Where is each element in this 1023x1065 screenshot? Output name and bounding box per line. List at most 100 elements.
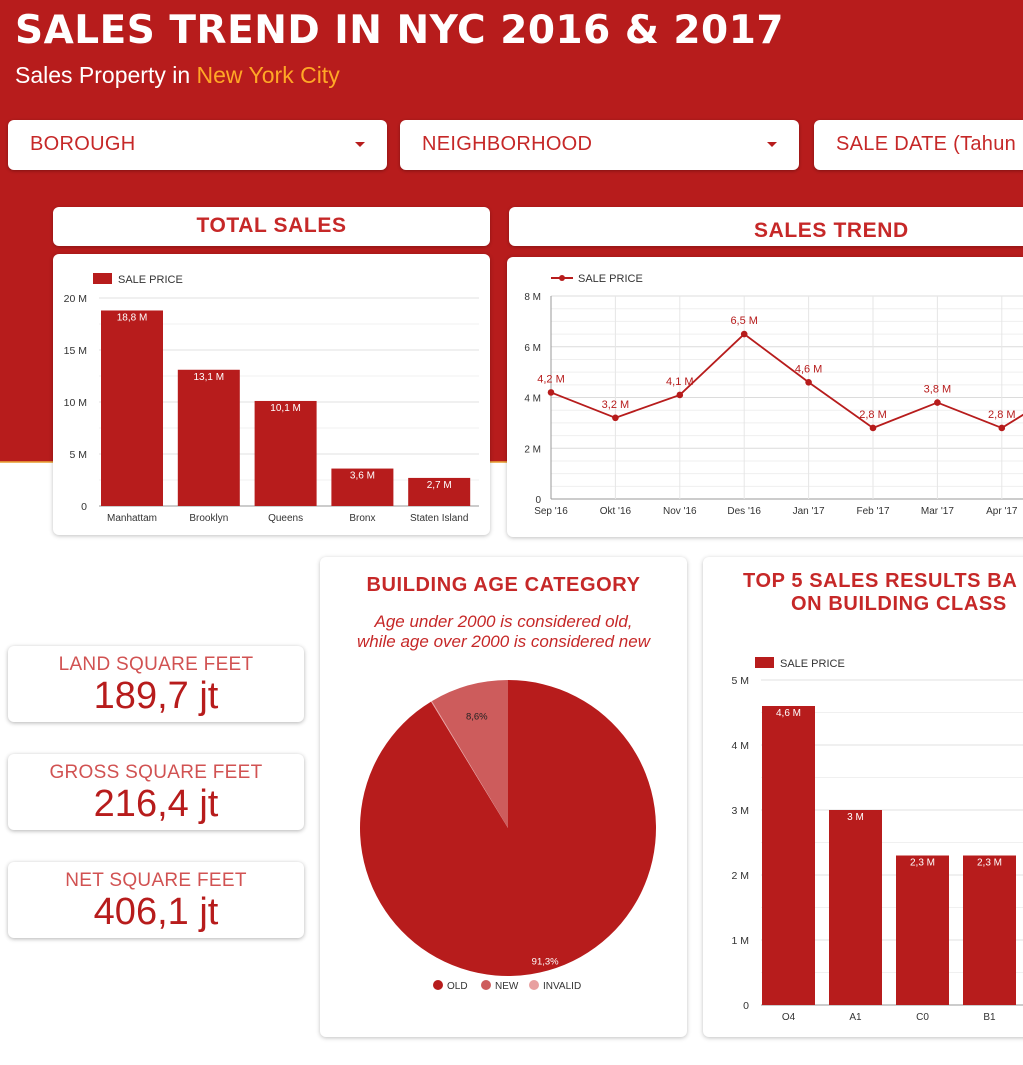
- total-sales-title: TOTAL SALES: [196, 214, 347, 237]
- total-sales-chart: SALE PRICE 0 5 M 10 M 15 M 20 M 18,8 M Manhatta…: [64, 273, 479, 524]
- x-tick-label: Apr '17: [986, 506, 1018, 517]
- kpi-label: GROSS SQUARE FEET: [49, 762, 263, 783]
- bar: [829, 810, 882, 1005]
- bar-value-label: 18,8 M: [117, 312, 148, 323]
- kpi-label: NET SQUARE FEET: [65, 870, 247, 891]
- borough-filter[interactable]: BOROUGH: [8, 120, 387, 170]
- bar: [331, 468, 394, 506]
- pie-slice-new: [431, 680, 508, 828]
- bar: [177, 369, 240, 506]
- kpi-label: LAND SQUARE FEET: [58, 654, 254, 675]
- legend-swatch: [755, 657, 774, 668]
- page-title: SALES TREND IN NYC 2016 & 2017: [15, 8, 784, 53]
- bar: [762, 706, 815, 1005]
- y-tick-label: 20 M: [64, 293, 87, 305]
- data-point: [869, 424, 877, 432]
- kpi-land-square-feet: LAND SQUARE FEET 189,7 jt: [8, 646, 304, 722]
- building-age-note-line1: Age under 2000 is considered old,: [374, 612, 633, 631]
- kpi-gross-square-feet: GROSS SQUARE FEET 216,4 jt: [8, 754, 304, 830]
- building-age-pie-chart: 91,3% 8,6% OLD NEW INVALID: [360, 680, 656, 992]
- chevron-down-icon[interactable]: [767, 142, 777, 147]
- legend-label: SALE PRICE: [118, 274, 183, 286]
- series-line-continuation: [1001, 413, 1023, 429]
- legend-label: INVALID: [543, 981, 581, 992]
- top5-title-line1: TOP 5 SALES RESULTS BA: [743, 570, 1018, 592]
- filter-label: BOROUGH: [30, 133, 136, 155]
- y-tick-label: 0: [743, 1000, 749, 1012]
- building-age-note-line2: while age over 2000 is considered new: [357, 632, 650, 651]
- data-label: 3,2 M: [602, 399, 630, 411]
- y-tick-label: 4 M: [524, 394, 541, 405]
- total-sales-panel: SALE PRICE 0 5 M 10 M 15 M 20 M 18,8 M Manhatta…: [53, 254, 490, 535]
- x-tick-label: O4: [782, 1012, 796, 1023]
- y-tick-label: 2 M: [524, 444, 541, 455]
- top5-panel: TOP 5 SALES RESULTS BA ON BUILDING CLASS…: [703, 557, 1023, 1037]
- y-tick-label: 0: [81, 501, 87, 513]
- data-point: [676, 391, 684, 399]
- top5-title-line2: ON BUILDING CLASS: [791, 593, 1007, 615]
- x-tick-label: Sep '16: [534, 506, 568, 517]
- x-tick-label: Feb '17: [856, 506, 889, 517]
- bar: [101, 310, 163, 506]
- sales-trend-panel: SALE PRICE 0 2 M 4 M 6 M 8 M Sep '16 Okt '16 Nov…: [507, 257, 1023, 537]
- y-tick-label: 5 M: [731, 675, 749, 687]
- building-age-title: BUILDING AGE CATEGORY: [366, 574, 641, 596]
- x-tick-label: Nov '16: [663, 506, 697, 517]
- kpi-net-square-feet: NET SQUARE FEET 406,1 jt: [8, 862, 304, 938]
- bar-value-label: 4,6 M: [776, 708, 801, 719]
- subtitle-prefix: Sales Property in: [15, 62, 197, 88]
- filter-label: SALE DATE (Tahun: [836, 133, 1017, 155]
- kpi-value: 189,7 jt: [93, 675, 219, 717]
- legend-swatch: [433, 980, 443, 990]
- filter-label: NEIGHBORHOOD: [422, 133, 593, 155]
- y-tick-label: 1 M: [731, 935, 749, 947]
- y-tick-label: 2 M: [731, 870, 749, 882]
- x-tick-label: Brooklyn: [189, 513, 228, 524]
- series-line: [550, 332, 1003, 429]
- y-tick-label: 4 M: [731, 740, 749, 752]
- data-label: 6,5 M: [730, 315, 758, 327]
- neighborhood-filter[interactable]: NEIGHBORHOOD: [400, 120, 799, 170]
- bar: [408, 477, 471, 506]
- sales-trend-title: SALES TREND: [754, 219, 909, 242]
- bar-value-label: 3,6 M: [350, 471, 375, 482]
- legend-swatch: [93, 273, 112, 284]
- sales-trend-header: SALES TREND: [509, 207, 1023, 246]
- x-tick-label: Mar '17: [921, 506, 954, 517]
- pie-slice-label: 91,3%: [532, 957, 559, 968]
- data-label: 3,8 M: [924, 384, 952, 396]
- legend-label: SALE PRICE: [578, 273, 643, 285]
- legend-label: SALE PRICE: [780, 658, 845, 670]
- bar: [254, 400, 317, 506]
- pie-slice-label: 8,6%: [466, 711, 488, 722]
- subtitle-highlight: New York City: [196, 62, 340, 88]
- legend-label: NEW: [495, 981, 519, 992]
- legend-marker: [559, 275, 565, 281]
- x-tick-label: Des '16: [727, 506, 761, 517]
- x-tick-label: Staten Island: [410, 513, 468, 524]
- x-tick-label: Manhattam: [107, 513, 157, 524]
- data-label: 4,2 M: [537, 373, 565, 385]
- sale-date-filter[interactable]: SALE DATE (Tahun: [814, 120, 1023, 170]
- bar-value-label: 3 M: [847, 812, 864, 823]
- y-tick-label: 5 M: [69, 449, 87, 461]
- bar-value-label: 2,3 M: [910, 858, 935, 869]
- x-tick-label: C0: [916, 1012, 929, 1023]
- bar: [963, 855, 1016, 1005]
- y-tick-label: 8 M: [524, 292, 541, 303]
- page-subtitle: Sales Property in New York City: [15, 62, 340, 89]
- legend-swatch: [481, 980, 491, 990]
- bar: [896, 855, 949, 1005]
- pie-slice-invalid: [431, 701, 508, 828]
- x-tick-label: A1: [849, 1012, 862, 1023]
- kpi-value: 406,1 jt: [93, 891, 219, 933]
- y-tick-label: 6 M: [524, 343, 541, 354]
- bar-value-label: 13,1 M: [194, 372, 225, 383]
- chevron-down-icon[interactable]: [355, 142, 365, 147]
- data-point: [934, 399, 941, 406]
- building-age-panel: BUILDING AGE CATEGORY Age under 2000 is …: [320, 557, 687, 1037]
- sales-trend-chart: SALE PRICE 0 2 M 4 M 6 M 8 M Sep '16 Okt '16 Nov…: [524, 273, 1023, 517]
- data-label: 4,1 M: [666, 376, 694, 388]
- y-tick-label: 0: [535, 495, 541, 506]
- data-point: [547, 389, 555, 396]
